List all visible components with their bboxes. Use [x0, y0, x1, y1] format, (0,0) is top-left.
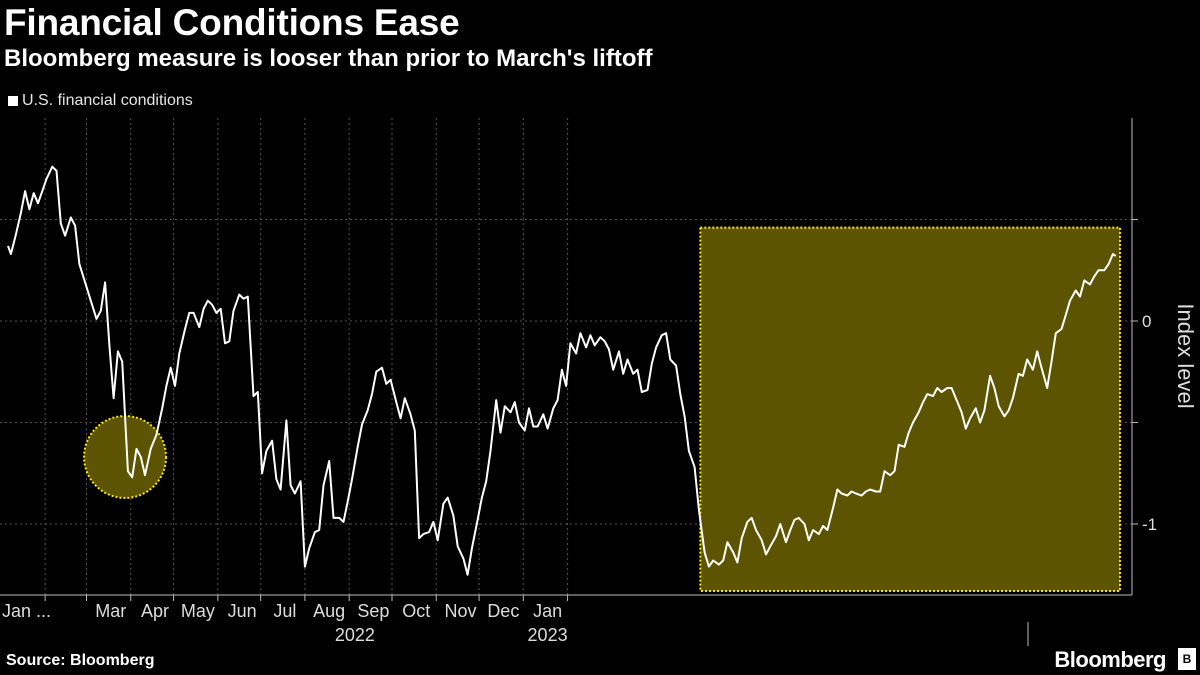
x-tick-label: Mar	[95, 601, 126, 621]
year-label-2023: 2023	[528, 625, 568, 645]
x-tick-label: Aug	[313, 601, 345, 621]
x-tick-label: Apr	[141, 601, 169, 621]
brand-logo: Bloomberg	[1054, 647, 1166, 672]
year-label-2022: 2022	[335, 625, 375, 645]
x-tick-label: May	[181, 601, 215, 621]
highlight-rectangle	[699, 226, 1121, 592]
legend: U.S. financial conditions	[8, 92, 193, 110]
x-tick-label: Sep	[357, 601, 389, 621]
legend-label: U.S. financial conditions	[22, 92, 193, 109]
legend-swatch	[8, 96, 18, 106]
bloomberg-terminal-icon: B	[1178, 648, 1196, 670]
x-tick-label: Jul	[273, 601, 296, 621]
y-tick-label: -1	[1142, 515, 1157, 534]
x-tick-label: Oct	[402, 601, 430, 621]
y-axis-label: Index level	[1173, 303, 1198, 408]
x-tick-label: Nov	[445, 601, 477, 621]
chart-subtitle: Bloomberg measure is looser than prior t…	[4, 45, 653, 72]
x-tick-label: Dec	[487, 601, 519, 621]
x-tick-label: Jan	[533, 601, 562, 621]
series-line-us-financial-conditions	[7, 165, 1117, 576]
chart-title: Financial Conditions Ease	[4, 2, 460, 43]
source-note: Source: Bloomberg	[6, 652, 155, 669]
x-tick-label: Jan ...	[2, 601, 51, 621]
y-tick-label: 0	[1142, 312, 1151, 331]
x-tick-label: Jun	[228, 601, 257, 621]
